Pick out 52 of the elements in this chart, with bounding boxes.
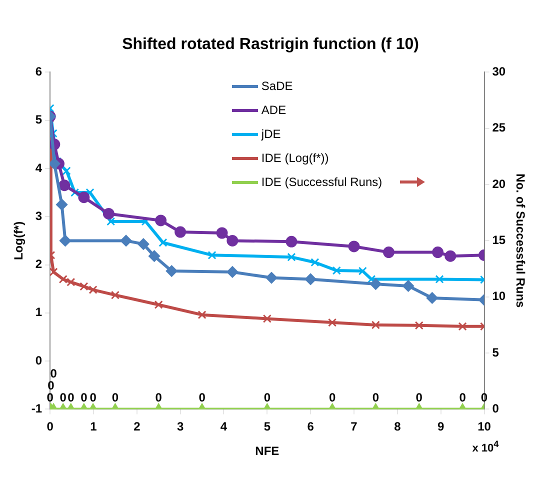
data-label: 0 <box>50 366 58 381</box>
x-tick-label: 5 <box>264 420 271 434</box>
y2-tick-label: 20 <box>492 176 506 191</box>
x-tick-label: 6 <box>307 420 314 434</box>
data-label: 0 <box>480 390 488 405</box>
data-label: 0 <box>90 390 97 405</box>
y2-tick-label: 10 <box>492 289 506 304</box>
data-label: 0 <box>112 390 119 405</box>
y-tick-label: 4 <box>35 160 42 175</box>
data-label: 0 <box>80 390 88 405</box>
data-label: 0 <box>198 390 206 405</box>
x-tick-label: 8 <box>394 420 402 434</box>
y2-tick-label: 15 <box>492 233 506 248</box>
x-tick-label: 10 <box>478 420 492 434</box>
chart-title: Shifted rotated Rastrigin function (f 10) <box>122 36 419 54</box>
x-tick-label: 7 <box>350 420 358 434</box>
y-axis-title: Log(f*) <box>12 221 26 260</box>
y-tick-label: 0 <box>35 353 42 368</box>
y2-tick-label: 0 <box>492 402 500 416</box>
data-label: 0 <box>46 390 54 405</box>
x-tick-label: 3 <box>176 420 184 434</box>
y2-tick-label: 30 <box>492 64 506 79</box>
x-tick-label: 0 <box>46 420 54 434</box>
text: x 10$^{4}$ <box>472 439 499 455</box>
y-tick-label: 3 <box>35 208 42 223</box>
x-tick-label: 2 <box>134 420 141 434</box>
y2-tick-label: 25 <box>492 120 506 135</box>
x-tick-label: 1 <box>90 420 98 434</box>
y2-axis-title: No. of Successful Runs <box>513 174 528 308</box>
y-tick-label: 5 <box>35 112 42 127</box>
data-label: 0 <box>328 390 336 405</box>
y2-tick-label: 5 <box>492 345 500 360</box>
data-label: 0 <box>60 390 67 405</box>
x-tick-label: 4 <box>220 420 228 434</box>
data-label: 0 <box>48 378 55 393</box>
data-label: 0 <box>264 390 271 405</box>
data-label: 0 <box>155 390 162 405</box>
y-tick-label: 2 <box>35 257 42 272</box>
x-axis-title: NFE <box>255 444 280 458</box>
y-tick-label: 6 <box>35 64 42 79</box>
y-tick-label: -1 <box>31 402 42 416</box>
legend-label: SaDE <box>261 79 293 94</box>
legend-label: ADE <box>261 103 286 118</box>
legend-label: IDE (Log(f*)) <box>261 151 329 166</box>
legend-label: jDE <box>261 127 281 142</box>
legend-label: IDE (Successful Runs) <box>261 175 382 190</box>
data-label: 0 <box>372 390 380 405</box>
data-label: 0 <box>416 390 423 405</box>
x-tick-label: 9 <box>437 420 444 434</box>
y-tick-label: 1 <box>35 305 42 320</box>
data-label: 0 <box>459 390 466 405</box>
data-label: 0 <box>68 390 75 405</box>
